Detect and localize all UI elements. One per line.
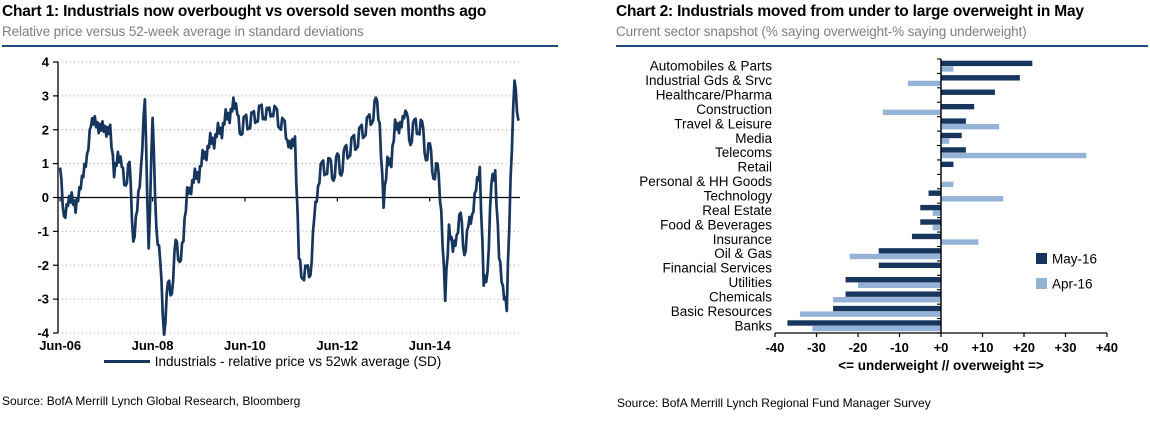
x-tick-label: +20	[1013, 340, 1035, 355]
legend-label: Apr-16	[1052, 277, 1093, 292]
bar-apr	[849, 253, 941, 260]
bar-apr	[799, 311, 941, 317]
bar-may	[878, 262, 941, 268]
chart2-title: Chart 2: Industrials moved from under to…	[616, 3, 1084, 20]
chart2-header: Chart 2: Industrials moved from under to…	[616, 2, 1148, 48]
bar-may	[928, 190, 941, 196]
x-tick-label: Jun-10	[224, 338, 266, 353]
bar-apr	[941, 152, 1087, 159]
bar-apr	[858, 282, 941, 289]
y-tick-label: -1	[37, 224, 49, 239]
chart1-title: Chart 1: Industrials now overbought vs o…	[2, 3, 487, 20]
bar-may	[911, 233, 941, 240]
bar-apr	[932, 210, 941, 216]
y-tick-label: -3	[37, 292, 49, 307]
category-label: Insurance	[713, 232, 772, 247]
bar-may	[941, 60, 1033, 67]
legend-swatch	[1036, 278, 1047, 289]
y-tick-label: -2	[37, 258, 49, 273]
legend-label: May-16	[1052, 252, 1097, 267]
x-tick-label: -40	[766, 340, 785, 355]
category-label: Automobiles & Parts	[650, 59, 773, 74]
x-tick-label: Jun-12	[316, 338, 358, 353]
chart1-legend-label: Industrials - relative price vs 52wk ave…	[154, 354, 442, 369]
x-tick-label: Jun-14	[409, 338, 452, 353]
chart1-subtitle: Relative price versus 52-week average in…	[2, 23, 364, 39]
bar-may	[941, 147, 966, 153]
bar-apr	[907, 80, 941, 87]
bar-apr	[941, 239, 979, 245]
bar-apr	[941, 181, 954, 188]
chart1-header: Chart 1: Industrials now overbought vs o…	[2, 2, 558, 48]
category-label: Financial Services	[662, 261, 772, 276]
legend-line-sample	[103, 360, 150, 363]
category-label: Telecoms	[715, 145, 772, 160]
bar-may	[941, 89, 995, 95]
bar-may	[878, 248, 941, 254]
category-label: Retail	[737, 160, 772, 175]
x-axis-caption: <= underweight // overweight =>	[838, 358, 1044, 373]
bar-may	[787, 320, 941, 326]
bar-may	[920, 219, 941, 225]
x-tick-label: +0	[934, 340, 949, 355]
legend-swatch	[1036, 253, 1047, 264]
bar-apr	[833, 297, 941, 303]
bar-may	[941, 161, 954, 168]
category-label: Food & Beverages	[660, 217, 772, 232]
y-tick-label: 4	[42, 55, 50, 70]
bar-apr	[941, 123, 1000, 130]
bar-apr	[882, 109, 941, 115]
x-tick-label: Jun-08	[132, 338, 174, 353]
y-tick-label: 3	[42, 88, 49, 103]
category-label: Banks	[734, 318, 772, 333]
y-tick-label: 1	[42, 156, 49, 171]
x-tick-label: +30	[1054, 340, 1076, 355]
category-label: Utilities	[728, 275, 772, 290]
bar-may	[920, 204, 941, 211]
x-tick-label: +10	[971, 340, 993, 355]
x-tick-label: -20	[849, 340, 868, 355]
chart1-legend: Industrials - relative price vs 52wk ave…	[0, 354, 545, 369]
category-label: Healthcare/Pharma	[656, 88, 773, 103]
bar-apr	[932, 224, 941, 231]
category-label: Basic Resources	[671, 304, 773, 319]
chart2-subtitle: Current sector snapshot (% saying overwe…	[616, 23, 1027, 39]
category-label: Real Estate	[702, 203, 772, 218]
bar-may	[941, 103, 975, 110]
chart1-source: Source: BofA Merrill Lynch Global Resear…	[2, 394, 301, 408]
bar-may	[845, 277, 941, 283]
x-tick-label: -30	[807, 340, 826, 355]
y-tick-label: 0	[42, 190, 49, 205]
chart2-source: Source: BofA Merrill Lynch Regional Fund…	[617, 396, 931, 410]
category-label: Chemicals	[709, 289, 772, 304]
category-label: Technology	[704, 189, 773, 204]
bar-may	[845, 291, 941, 297]
bar-apr	[941, 66, 954, 72]
bar-apr	[812, 325, 941, 332]
series-line	[58, 79, 520, 337]
category-label: Industrial Gds & Srvc	[645, 73, 772, 88]
bar-may	[833, 305, 941, 312]
y-tick-label: 2	[42, 122, 49, 137]
bar-apr	[941, 196, 1004, 202]
bar-may	[941, 75, 1020, 81]
bar-may	[941, 118, 966, 124]
bar-apr	[941, 138, 950, 144]
category-label: Media	[735, 131, 772, 146]
category-label: Personal & HH Goods	[639, 174, 772, 189]
category-label: Oil & Gas	[714, 246, 772, 261]
x-tick-label: -10	[890, 340, 909, 355]
y-tick-label: -4	[37, 326, 49, 341]
x-tick-label: Jun-06	[39, 338, 81, 353]
x-tick-label: +40	[1096, 340, 1118, 355]
bar-may	[941, 132, 962, 139]
category-label: Travel & Leisure	[674, 116, 772, 131]
category-label: Construction	[696, 102, 772, 117]
